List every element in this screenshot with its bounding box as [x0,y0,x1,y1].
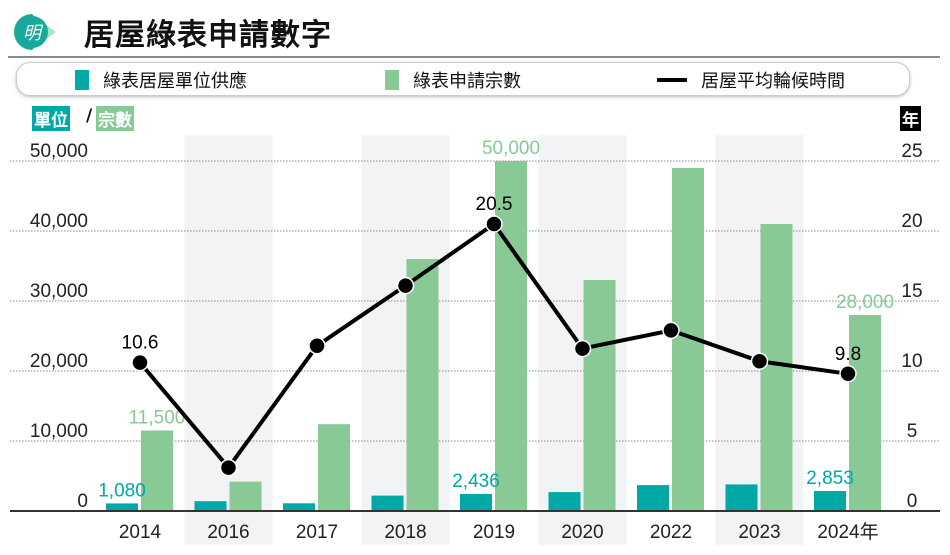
legend-swatch [385,70,399,90]
supply-bar [106,503,138,511]
band [184,135,273,545]
logo-icon: 明 [14,14,56,50]
left-unit-a: 單位 [32,106,70,131]
svg-text:明: 明 [23,23,44,43]
legend-item-applications: 綠表申請宗數 [385,67,521,93]
x-tick-label: 2023 [738,522,780,543]
applications-bar [406,259,439,511]
waiting-time-point [839,365,857,383]
divider [8,56,940,58]
legend-item-waiting-time: 居屋平均輪候時間 [657,67,845,93]
supply-bar [637,485,669,511]
right-unit: 年 [900,106,921,131]
right-tick-label: 20 [901,211,922,232]
applications-bar [583,280,616,511]
waiting-time-point [396,276,415,295]
right-tick-label: 5 [907,421,918,442]
supply-bar [460,493,492,511]
legend-line [657,78,687,82]
applications-data-label: 50,000 [482,138,540,159]
applications-bar [141,430,173,511]
x-tick-label: 2022 [650,522,692,543]
left-tick-label: 20,000 [30,351,88,372]
applications-bar [229,481,262,511]
left-unit-b: 宗數 [96,106,134,131]
supply-bar [725,484,758,511]
applications-bar [318,424,350,511]
x-tick-label: 2020 [561,522,603,543]
left-unit-slash: / [86,106,93,126]
waiting-time-point [219,458,238,477]
applications-data-label: 11,500 [129,408,186,429]
waiting-time-data-label: 10.6 [122,333,159,354]
legend: 綠表居屋單位供應 綠表申請宗數 居屋平均輪候時間 [16,62,910,96]
supply-bar [548,492,581,511]
x-tick-label: 2019 [473,522,515,543]
waiting-time-point [308,337,326,355]
supply-bar [371,495,404,511]
applications-data-label: 28,000 [836,292,894,313]
waiting-time-point [662,321,680,340]
legend-label: 綠表申請宗數 [413,71,521,92]
waiting-time-data-label: 20.5 [476,194,513,215]
legend-label: 居屋平均輪候時間 [701,71,845,92]
waiting-time-point [131,353,149,372]
x-tick-label: 2024年 [817,521,878,543]
waiting-time-point [573,339,592,358]
legend-label: 綠表居屋單位供應 [103,71,247,92]
left-tick-label: 10,000 [30,421,88,442]
left-tick-label: 0 [77,491,88,512]
chart-title: 居屋綠表申請數字 [84,18,332,53]
supply-data-label: 1,080 [98,480,146,501]
legend-item-supply: 綠表居屋單位供應 [75,67,247,93]
waiting-time-data-label: 9.8 [835,344,861,365]
x-tick-label: 2018 [384,522,426,543]
supply-data-label: 2,853 [806,468,854,489]
x-tick-label: 2016 [207,522,249,543]
left-tick-label: 50,000 [30,141,88,162]
applications-bar [849,315,881,511]
legend-swatch [75,70,89,90]
waiting-time-point [750,352,769,370]
right-tick-label: 10 [901,351,922,372]
supply-bar [814,491,846,511]
x-tick-label: 2014 [119,522,162,543]
supply-data-label: 2,436 [452,471,500,492]
right-tick-label: 25 [901,141,922,162]
supply-bar [283,503,315,511]
waiting-time-point [485,215,503,233]
applications-bar [760,224,793,511]
supply-bar [194,501,227,511]
right-tick-label: 0 [907,491,918,512]
right-tick-label: 15 [901,281,922,302]
left-tick-label: 40,000 [30,211,88,232]
x-tick-label: 2017 [296,522,338,543]
left-tick-label: 30,000 [30,281,88,302]
